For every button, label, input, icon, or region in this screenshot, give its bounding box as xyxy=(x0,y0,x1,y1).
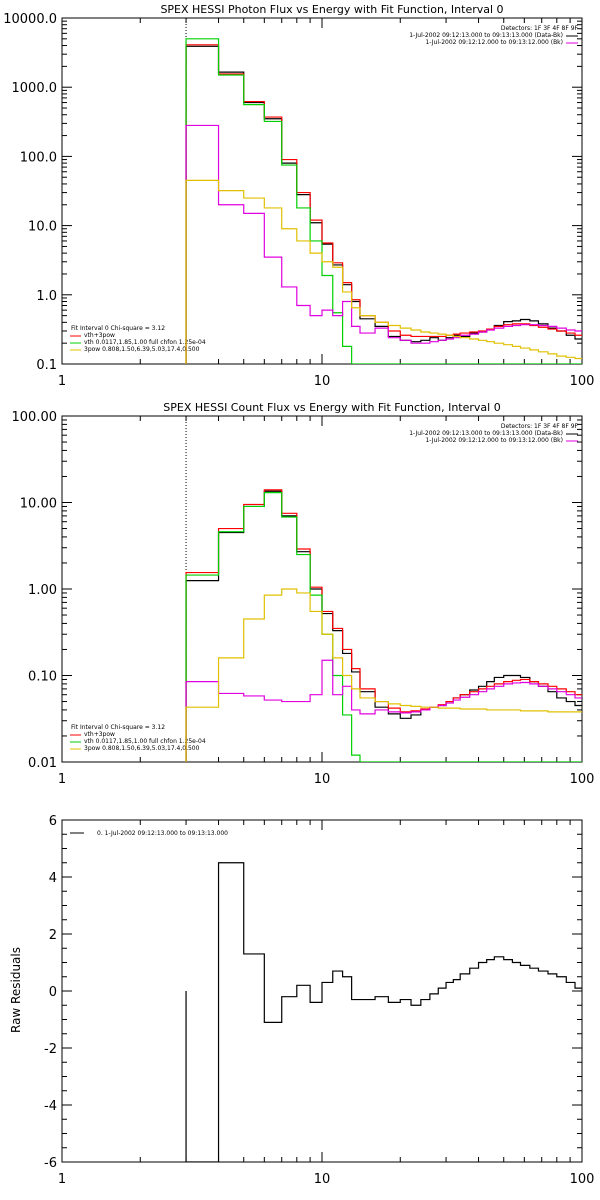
series-black-line xyxy=(185,490,582,762)
residuals-panel: Raw Residuals 0. 1-Jul-2002 09:12:13.000… xyxy=(9,814,594,1187)
series-yellow-line xyxy=(185,179,582,364)
y-tick-label: 0.1 xyxy=(36,358,57,373)
x-tick-label: 1 xyxy=(58,772,66,787)
y-tick-label: -2 xyxy=(44,1042,57,1057)
y-tick-label: 100.00 xyxy=(12,410,58,425)
bk-label: 1-Jul-2002 09:12:12.000 to 09:13:12.000 … xyxy=(425,437,563,444)
data-bk-label: 1-Jul-2002 09:12:13.000 to 09:13:13.000 … xyxy=(409,32,563,39)
x-tick-label: 10 xyxy=(314,374,331,389)
count-flux-panel: SPEX HESSI Count Flux vs Energy with Fit… xyxy=(12,401,595,787)
y-tick-label: -4 xyxy=(44,1099,57,1114)
x-tick-label: 10 xyxy=(314,1172,331,1187)
residuals-ylabel: Raw Residuals xyxy=(9,947,23,1033)
residuals-interval-label: 0. 1-Jul-2002 09:12:13.000 to 09:13:13.0… xyxy=(97,830,228,837)
fit-interval-label: Fit Interval 0 Chi-square = 3.12 xyxy=(71,724,165,731)
x-tick-label: 100 xyxy=(570,772,595,787)
count-legend-bottom: Fit Interval 0 Chi-square = 3.12 vth+3po… xyxy=(71,724,206,752)
x-tick-label: 1 xyxy=(58,1172,66,1187)
x-tick-label: 100 xyxy=(570,374,595,389)
photon-flux-panel: SPEX HESSI Photon Flux vs Energy with Fi… xyxy=(3,3,594,389)
fit-model-label: vth+3pow xyxy=(84,731,115,738)
series-red-line xyxy=(185,489,582,762)
fit-model-label: vth+3pow xyxy=(84,332,115,339)
pow-params-label: 3pow 0.808,1.50,6.39,5.03,17.4,0.500 xyxy=(84,346,200,353)
y-tick-label: 4 xyxy=(49,871,57,886)
vth-params-label: vth 0.0117,1.85,1.00 full chfon 1.25e-04 xyxy=(84,339,206,346)
y-tick-label: 6 xyxy=(49,814,57,829)
data-bk-label: 1-Jul-2002 09:12:13.000 to 09:13:13.000 … xyxy=(409,430,563,437)
y-tick-label: 1.00 xyxy=(28,583,57,598)
detectors-label: Detectors: 1F 3F 4F 8F 9F xyxy=(501,25,579,32)
y-tick-label: 2 xyxy=(49,928,57,943)
count-flux-title: SPEX HESSI Count Flux vs Energy with Fit… xyxy=(163,401,500,414)
detectors-label: Detectors: 1F 3F 4F 8F 9F xyxy=(501,423,579,430)
y-tick-label: 0.10 xyxy=(28,670,57,685)
pow-params-label: 3pow 0.808,1.50,6.39,5.03,17.4,0.500 xyxy=(84,745,200,752)
y-tick-label: -6 xyxy=(44,1156,57,1171)
series-black-line xyxy=(185,862,582,1162)
series-black-line xyxy=(185,45,582,364)
y-tick-label: 0 xyxy=(49,985,57,1000)
bk-label: 1-Jul-2002 09:12:12.000 to 09:13:12.000 … xyxy=(425,39,563,46)
photon-legend-bottom: Fit Interval 0 Chi-square = 3.12 vth+3po… xyxy=(71,325,206,353)
y-tick-label: 0.01 xyxy=(28,756,57,771)
series-magenta-line xyxy=(185,124,582,364)
series-yellow-line xyxy=(185,588,582,762)
photon-flux-title: SPEX HESSI Photon Flux vs Energy with Fi… xyxy=(160,3,503,16)
residuals-legend: 0. 1-Jul-2002 09:12:13.000 to 09:13:13.0… xyxy=(97,830,228,837)
y-tick-label: 10.00 xyxy=(20,497,57,512)
series-red-line xyxy=(185,44,582,364)
y-tick-label: 100.0 xyxy=(20,150,57,165)
y-tick-label: 1000.0 xyxy=(12,81,58,96)
photon-legend-top: Detectors: 1F 3F 4F 8F 9F 1-Jul-2002 09:… xyxy=(409,25,578,46)
y-tick-label: 10000.0 xyxy=(3,12,57,27)
series-green-line xyxy=(185,38,582,364)
y-tick-label: 1.0 xyxy=(36,289,57,304)
x-tick-label: 10 xyxy=(314,772,331,787)
count-legend-top: Detectors: 1F 3F 4F 8F 9F 1-Jul-2002 09:… xyxy=(409,423,578,444)
y-tick-label: 10.0 xyxy=(28,220,57,235)
vth-params-label: vth 0.0117,1.85,1.00 full chfon 1.25e-04 xyxy=(84,738,206,745)
x-tick-label: 100 xyxy=(570,1172,595,1187)
x-tick-label: 1 xyxy=(58,374,66,389)
fit-interval-label: Fit Interval 0 Chi-square = 3.12 xyxy=(71,325,165,332)
series-green-line xyxy=(185,492,582,762)
